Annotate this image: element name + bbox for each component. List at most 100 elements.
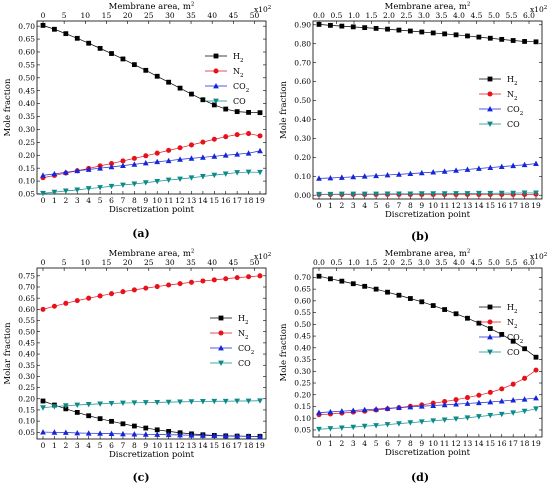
- top-tick-label: 3.5: [436, 11, 448, 20]
- data-point: [498, 411, 505, 418]
- data-point: [499, 332, 505, 337]
- top-axis-multiplier-text: x10: [254, 252, 268, 261]
- legend-label-name: CO: [507, 333, 520, 342]
- panel-tag: (d): [411, 471, 429, 483]
- data-point: [464, 415, 471, 421]
- legend-label: H2: [233, 52, 243, 64]
- data-point: [453, 401, 459, 407]
- x-axis-label: Discretization point: [109, 205, 195, 215]
- legend-label: H2: [507, 75, 517, 87]
- legend-label-name: CO: [238, 344, 251, 353]
- data-point: [430, 418, 437, 424]
- y-tick-label: 0.65: [294, 285, 311, 294]
- data-point: [476, 190, 482, 197]
- legend-label-subscript: 2: [246, 88, 250, 94]
- x-tick-label: 8: [408, 201, 413, 210]
- data-point: [521, 190, 528, 196]
- x-tick-label: 5: [98, 196, 103, 205]
- data-point: [97, 416, 103, 422]
- data-point: [200, 139, 206, 145]
- data-point: [234, 398, 241, 404]
- series-line: [42, 150, 261, 176]
- x-tick-label: 14: [474, 439, 484, 448]
- data-point: [85, 430, 92, 436]
- data-point: [384, 191, 391, 197]
- legend-label-subscript: 2: [245, 320, 249, 326]
- data-point: [222, 171, 229, 177]
- series-0: [316, 22, 539, 45]
- legend-marker: [213, 98, 219, 104]
- y-tick-label: 0.45: [18, 86, 35, 95]
- x-tick-label: 19: [531, 439, 541, 448]
- y-tick-label: 0.20: [18, 394, 35, 403]
- x-tick-label: 7: [397, 439, 402, 448]
- chart-panel-d: 0 1 2 3 4 5 6 7 8 9 10 11 12 13 14 15 16 17 18 190.050.100.…: [279, 249, 547, 483]
- series-2: [40, 429, 263, 439]
- legend-label-subscript: 2: [240, 73, 244, 79]
- top-tick-label: 15: [102, 258, 112, 267]
- data-point: [521, 408, 528, 415]
- x-tick-label: 0: [41, 441, 46, 450]
- top-axis-multiplier-text: x10: [530, 252, 544, 261]
- top-tick-label: 40: [207, 258, 217, 267]
- data-point: [339, 278, 345, 284]
- top-axis-multiplier: x102: [530, 5, 547, 14]
- data-point: [245, 398, 252, 404]
- legend-marker: [487, 121, 493, 127]
- y-tick-label: 0.55: [18, 316, 35, 325]
- legend-marker: [487, 91, 493, 97]
- top-axis-multiplier-text: x10: [254, 5, 268, 14]
- data-point: [40, 306, 46, 312]
- y-tick-label: 0.70: [18, 283, 35, 292]
- legend-label-name: N: [507, 90, 514, 99]
- data-point: [85, 401, 92, 408]
- legend-label-name: H: [233, 52, 240, 61]
- series-line: [318, 369, 537, 416]
- series-line: [42, 400, 261, 409]
- data-point: [316, 22, 322, 27]
- data-point: [385, 289, 390, 295]
- series-2: [40, 147, 263, 178]
- series-line: [318, 408, 537, 430]
- data-point: [510, 190, 517, 197]
- y-tick-label: 0.60: [18, 48, 35, 57]
- top-tick-label: 5.0: [488, 11, 500, 20]
- x-tick-label: 0: [317, 439, 322, 448]
- data-point: [510, 162, 517, 169]
- data-point: [154, 427, 160, 433]
- x-tick-label: 2: [339, 439, 344, 448]
- y-tick-label: 0.45: [294, 332, 311, 341]
- y-tick-label: 0.20: [294, 390, 311, 399]
- x-tick-label: 3: [351, 201, 356, 210]
- data-point: [533, 395, 539, 401]
- top-tick-label: 1.0: [348, 258, 360, 267]
- data-point: [350, 173, 357, 180]
- top-tick-label: 5.0: [488, 258, 500, 267]
- y-tick-label: 0.55: [18, 60, 35, 69]
- data-point: [62, 188, 69, 194]
- data-point: [131, 62, 137, 68]
- data-point: [74, 410, 80, 415]
- top-tick-label: 4.0: [453, 258, 465, 267]
- data-point: [361, 406, 368, 413]
- legend-label: CO: [233, 97, 246, 106]
- plot-frame: [312, 267, 543, 438]
- data-point: [316, 409, 322, 415]
- data-point: [361, 173, 368, 179]
- series-2: [316, 395, 539, 415]
- chart-panel-a: 0 1 2 3 4 5 6 7 8 9 10 11 12 13 14 15 16 17 18 190.050.100.…: [3, 2, 271, 241]
- data-point: [476, 34, 482, 40]
- y-tick-label: 0.50: [18, 73, 35, 82]
- data-point: [418, 169, 425, 176]
- series-3: [40, 398, 263, 411]
- data-point: [533, 367, 539, 373]
- data-point: [211, 277, 217, 283]
- data-point: [223, 106, 229, 112]
- top-axis-label: Membrane area, m2: [109, 249, 195, 260]
- data-point: [200, 432, 206, 438]
- legend-marker: [213, 53, 219, 59]
- data-point: [430, 303, 436, 308]
- top-tick-label: 2.0: [383, 258, 395, 267]
- top-tick-label: 50: [250, 258, 260, 267]
- x-tick-label: 6: [385, 439, 390, 448]
